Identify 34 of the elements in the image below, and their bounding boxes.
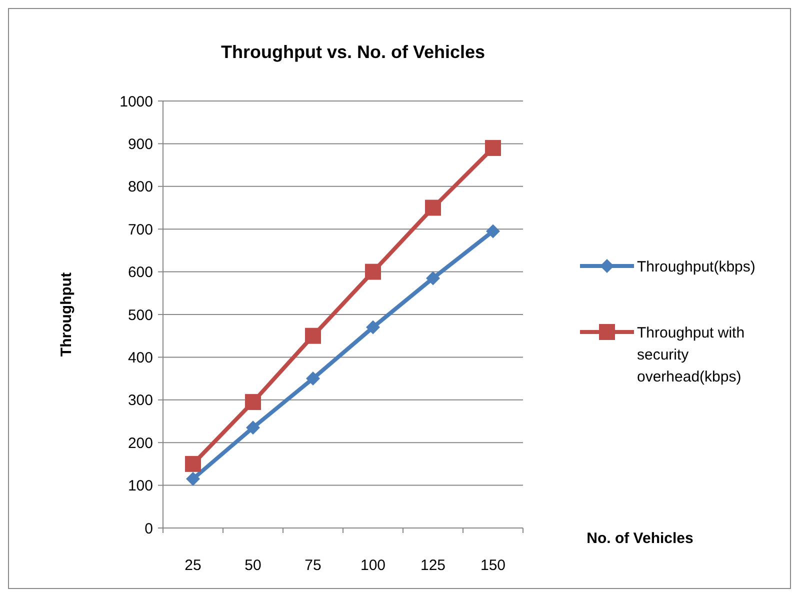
chart-title: Throughput vs. No. of Vehicles <box>220 42 486 62</box>
y-tick-label: 100 <box>128 478 153 495</box>
y-tick-label: 200 <box>128 434 153 452</box>
x-tick-label: 75 <box>304 557 322 574</box>
point <box>245 394 261 410</box>
y-tick-label: 400 <box>128 349 153 366</box>
x-tick-label: 125 <box>420 557 446 574</box>
legend-label: Throughput(kbps) <box>637 258 756 276</box>
point <box>486 224 500 238</box>
point <box>365 264 381 280</box>
y-tick-label: 1000 <box>120 93 153 110</box>
point <box>246 420 260 435</box>
point <box>305 328 321 344</box>
x-axis-title: No. of Vehicles <box>586 530 694 547</box>
point <box>485 140 501 156</box>
y-tick-label: 0 <box>144 520 153 538</box>
y-axis-title: Throughput <box>58 272 75 357</box>
point <box>306 372 320 386</box>
point <box>426 271 440 286</box>
x-tick-label: 50 <box>244 557 262 574</box>
legend-label: Throughput with security overhead(kbps) <box>637 324 745 386</box>
y-tick-label: 900 <box>128 136 153 153</box>
y-tick-label: 500 <box>128 306 153 324</box>
point <box>425 200 441 216</box>
y-tick-label: 800 <box>128 178 153 196</box>
x-tick-label: 25 <box>184 557 202 574</box>
point <box>185 456 201 472</box>
y-tick-label: 300 <box>128 392 153 410</box>
point <box>366 320 380 334</box>
point <box>186 472 200 486</box>
y-tick-label: 600 <box>128 264 153 282</box>
y-tick-label: 700 <box>128 221 153 238</box>
x-tick-label: 100 <box>360 557 386 574</box>
x-tick-label: 150 <box>480 557 506 574</box>
